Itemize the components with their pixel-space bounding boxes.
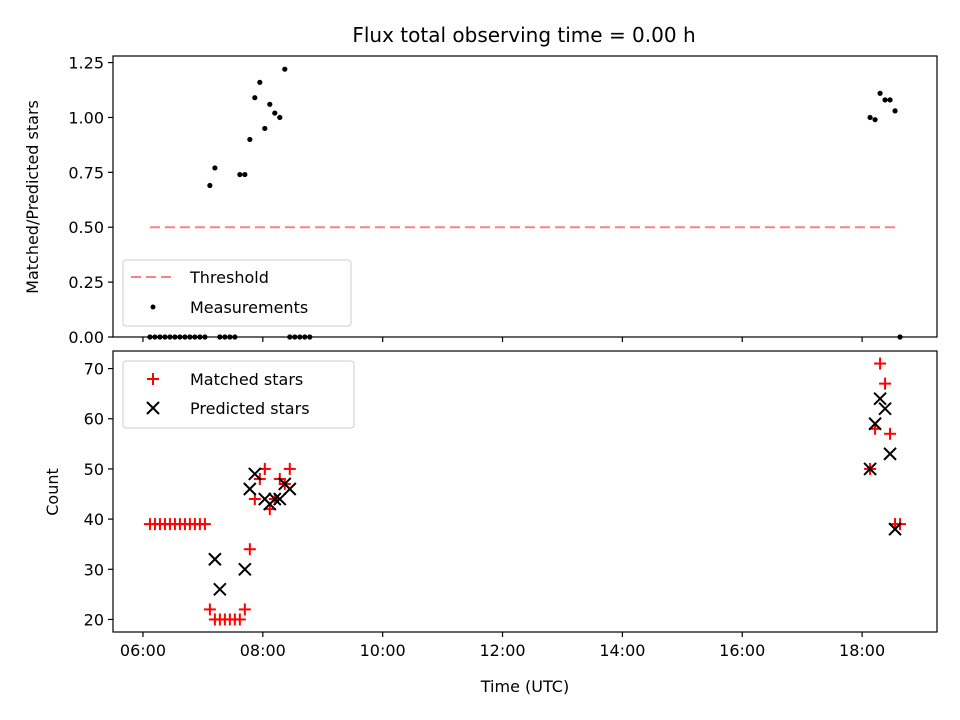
top-legend-box — [122, 259, 352, 327]
predicted-star-point — [238, 562, 252, 576]
matched-star-point — [884, 427, 897, 440]
measurement-point — [867, 114, 873, 121]
bottom-legend: Matched stars Predicted stars — [122, 360, 355, 429]
top-marks — [147, 66, 903, 340]
measurement-point — [872, 117, 878, 123]
x-tick-label: 18:00 — [839, 641, 885, 660]
bottom-y-tick-label: 70 — [84, 360, 104, 379]
x-tick-label: 14:00 — [599, 641, 645, 660]
top-frame — [112, 55, 938, 338]
x-tick-label: 08:00 — [240, 641, 286, 660]
predicted-star-point — [873, 391, 887, 406]
x-tick-label: 10:00 — [360, 641, 406, 660]
top-y-tick-label: 1.25 — [68, 54, 104, 73]
measurement-point — [877, 90, 883, 96]
predicted-star-point — [868, 417, 882, 431]
predicted-star-point — [883, 447, 897, 461]
predicted-star-point — [268, 492, 282, 506]
measurement-point — [252, 95, 258, 101]
predicted-star-point — [208, 552, 222, 566]
measurement-point — [242, 171, 248, 178]
bottom-y-tick-label: 20 — [84, 610, 104, 629]
measurement-point — [212, 165, 218, 171]
legend-threshold-label: Threshold — [189, 268, 269, 287]
chart-title: Flux total observing time = 0.00 h — [352, 23, 695, 47]
legend-measurements-label: Measurements — [190, 298, 308, 317]
measurement-point — [262, 125, 268, 132]
top-y-tick-label: 1.00 — [68, 108, 104, 127]
x-tick-label: 06:00 — [120, 641, 166, 660]
bottom-y-axis: 20 30 40 50 60 70 — [84, 360, 113, 629]
bottom-y-tick-label: 60 — [84, 410, 104, 429]
predicted-star-point — [243, 482, 257, 496]
measurement-point — [282, 66, 288, 72]
matched-star-point — [283, 462, 296, 475]
top-legend: Threshold Measurements — [122, 259, 352, 327]
matched-star-point — [198, 518, 211, 531]
bottom-x-axis: 06:00 08:00 10:00 12:00 14:00 16:00 18:00 — [120, 632, 885, 660]
legend-predicted-swatch — [146, 401, 160, 415]
bottom-y-axis-label: Count — [43, 468, 62, 516]
predicted-star-point — [213, 582, 227, 597]
bottom-y-tick-label: 30 — [84, 560, 104, 579]
bottom-frame — [112, 350, 938, 633]
top-y-tick-label: 0.25 — [68, 273, 104, 292]
predicted-star-point — [863, 462, 877, 476]
top-panel: 0.00 0.25 0.50 0.75 1.00 1.25 Matched/Predict… — [23, 54, 938, 347]
legend-measurements-swatch — [150, 304, 156, 310]
predicted-star-point — [283, 482, 297, 496]
matched-star-point — [233, 613, 246, 626]
top-y-tick-label: 0.75 — [68, 163, 104, 182]
predicted-star-point — [888, 522, 902, 536]
predicted-star-point — [248, 467, 262, 481]
measurement-point — [887, 97, 893, 103]
top-y-tick-label: 0.00 — [68, 328, 104, 347]
x-tick-label: 12:00 — [479, 641, 525, 660]
legend-matched-label: Matched stars — [190, 370, 303, 389]
matched-star-point — [238, 603, 251, 616]
x-tick-label: 16:00 — [719, 641, 765, 660]
measurement-point — [257, 79, 263, 85]
predicted-star-point — [878, 401, 892, 416]
measurement-point — [272, 110, 278, 116]
measurement-point — [267, 101, 273, 107]
measurement-point — [247, 136, 253, 143]
legend-predicted-label: Predicted stars — [190, 399, 310, 418]
measurement-point — [207, 182, 213, 189]
measurement-point — [237, 171, 243, 178]
measurement-point — [882, 97, 888, 103]
bottom-marks — [143, 357, 907, 626]
top-x-axis — [142, 337, 863, 342]
bottom-legend-box — [122, 360, 355, 429]
measurement-point — [892, 108, 898, 114]
bottom-y-tick-label: 40 — [84, 510, 104, 529]
legend-matched-swatch — [147, 373, 159, 385]
bottom-x-axis-label: Time (UTC) — [480, 677, 569, 696]
top-y-tick-label: 0.50 — [68, 218, 104, 237]
matched-star-point — [243, 543, 256, 556]
matched-star-point — [203, 603, 216, 616]
bottom-y-tick-label: 50 — [84, 460, 104, 479]
top-y-axis-label: Matched/Predicted stars — [23, 100, 42, 294]
matched-star-point — [874, 357, 887, 370]
top-y-axis: 0.00 0.25 0.50 0.75 1.00 1.25 — [68, 54, 113, 347]
predicted-star-point — [273, 492, 287, 506]
measurement-point — [277, 114, 283, 121]
matched-star-point — [879, 377, 892, 390]
bottom-panel: 20 30 40 50 60 70 06:00 08:00 10:00 12:00 14:00 16… — [43, 350, 938, 696]
